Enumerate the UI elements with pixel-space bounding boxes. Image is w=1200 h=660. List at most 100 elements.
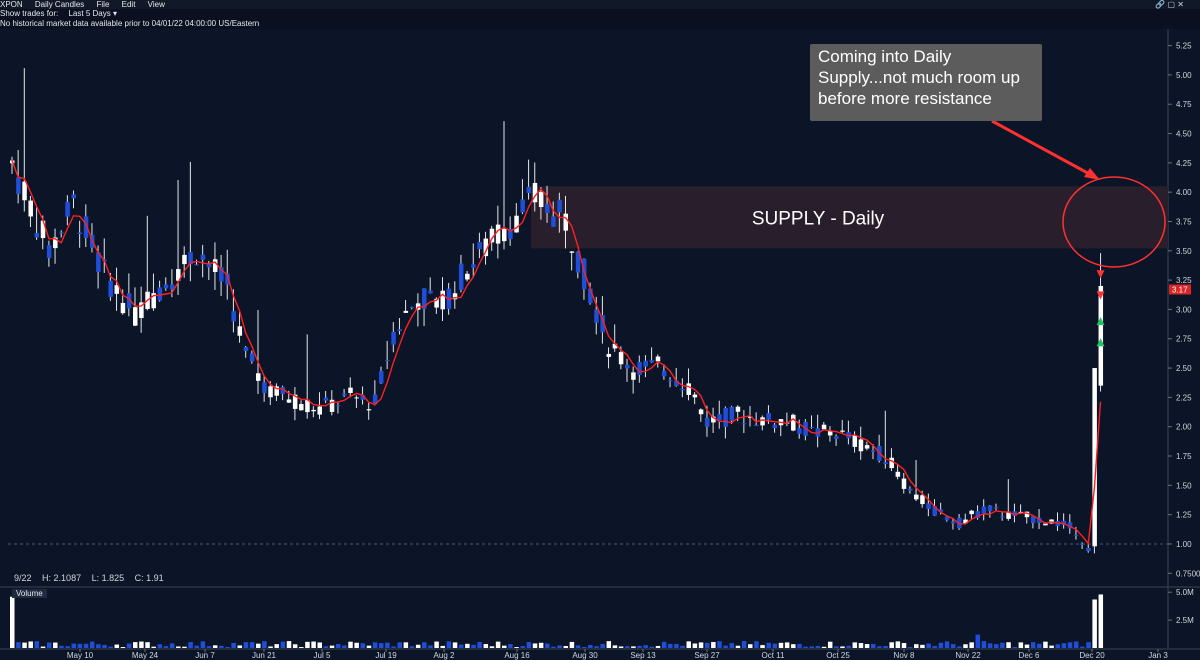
candle-body	[428, 290, 433, 294]
symbol-label[interactable]: XPON	[0, 0, 23, 9]
volume-bar	[323, 646, 329, 648]
candle-body	[280, 387, 286, 394]
candle-body	[748, 416, 753, 418]
candle-body	[114, 285, 120, 294]
candle-body	[680, 388, 685, 391]
volume-bar	[108, 646, 113, 648]
time-tick-label: Oct 25	[826, 651, 850, 660]
candle-body	[274, 386, 279, 396]
candle-body	[612, 343, 618, 349]
candle-body	[932, 506, 937, 516]
candle-body	[403, 310, 409, 313]
candle-body	[514, 215, 519, 233]
candle-body	[827, 431, 833, 436]
volume-label: Volume	[12, 589, 47, 598]
candle-body	[366, 409, 372, 411]
ohlc-low: L: 1.825	[91, 573, 125, 583]
candle-body	[735, 406, 741, 412]
volume-bar	[852, 642, 858, 648]
volume-bar	[366, 645, 372, 648]
volume-bar	[262, 641, 267, 648]
volume-bar	[1055, 644, 1060, 648]
candle-body	[649, 360, 655, 363]
candle-body	[914, 494, 919, 500]
price-tick-label: 1.00	[1176, 540, 1192, 549]
candle-body	[77, 232, 83, 235]
candle-body	[545, 204, 550, 214]
candle-body	[538, 192, 544, 207]
volume-bar	[846, 645, 851, 648]
chart-mode-dropdown[interactable]: Daily Candles	[34, 0, 85, 9]
volume-bar	[526, 642, 532, 648]
volume-bar	[858, 643, 864, 648]
candle-body	[840, 430, 845, 432]
volume-bar	[268, 646, 273, 648]
menu-view[interactable]: View	[147, 0, 165, 9]
show-trades-dropdown[interactable]: Last 5 Days	[68, 9, 111, 18]
volume-bar	[372, 642, 378, 648]
volume-bar	[1000, 642, 1005, 648]
candle-body	[987, 505, 993, 512]
candle-body	[975, 511, 981, 518]
menu-file[interactable]: File	[96, 0, 110, 9]
volume-bar	[655, 645, 661, 648]
volume-bar	[182, 646, 187, 648]
history-notice: No historical market data available prio…	[0, 19, 1200, 29]
volume-bar	[600, 643, 605, 648]
time-tick-label: Aug 16	[504, 651, 530, 660]
volume-bar	[594, 646, 599, 648]
volume-bar	[791, 644, 796, 648]
candle-body	[96, 252, 101, 272]
volume-bar	[440, 645, 445, 648]
time-tick-label: Jun 21	[252, 651, 277, 660]
candle-body	[40, 220, 46, 239]
volume-bar	[686, 641, 691, 648]
candle-body	[907, 488, 913, 491]
candle-body	[581, 258, 587, 290]
candle-body	[268, 386, 273, 398]
annotation-box: Coming into Daily Supply...not much room…	[810, 44, 1042, 121]
window-controls-icon[interactable]: 🔗 ▢ ✕	[1155, 0, 1184, 9]
volume-bar	[256, 643, 261, 648]
volume-bar	[139, 641, 144, 648]
volume-bar	[538, 642, 544, 648]
trade-marker	[1096, 317, 1105, 326]
candle-body	[385, 359, 390, 361]
candle-body	[889, 457, 894, 469]
menu-edit[interactable]: Edit	[121, 0, 136, 9]
volume-bar	[403, 642, 409, 648]
candle-body	[1030, 516, 1036, 524]
volume-bar	[194, 645, 199, 648]
price-tick-label: 2.75	[1176, 335, 1192, 344]
candle-body	[317, 406, 322, 415]
candle-body	[883, 462, 888, 464]
chevron-down-icon[interactable]: ▾	[112, 9, 117, 18]
time-tick-label: Jan 3	[1148, 651, 1168, 660]
volume-bar	[1049, 645, 1054, 648]
volume-bar	[963, 644, 968, 648]
candle-body	[1073, 534, 1079, 536]
volume-bar	[188, 642, 193, 648]
candle-body	[176, 269, 181, 281]
candle-body	[963, 519, 968, 524]
volume-bar	[391, 646, 396, 648]
time-tick-label: Jul 19	[375, 651, 397, 660]
candle-body	[188, 252, 193, 265]
candle-body	[637, 361, 642, 375]
candle-body	[133, 307, 138, 326]
price-tick-label: 4.25	[1176, 159, 1192, 168]
candle-body	[1098, 285, 1104, 386]
volume-bar	[883, 645, 888, 648]
time-tick-label: Sep 13	[630, 651, 656, 660]
candle-body	[22, 181, 27, 201]
volume-bar	[274, 644, 279, 648]
candle-body	[520, 199, 525, 213]
volume-bar	[299, 646, 304, 648]
volume-bar	[458, 644, 464, 648]
candle-body	[760, 417, 765, 426]
volume-bar	[176, 646, 181, 648]
candle-body	[754, 425, 759, 427]
volume-bar	[680, 645, 685, 648]
candle-body	[16, 177, 21, 194]
volume-bar	[1092, 599, 1097, 648]
